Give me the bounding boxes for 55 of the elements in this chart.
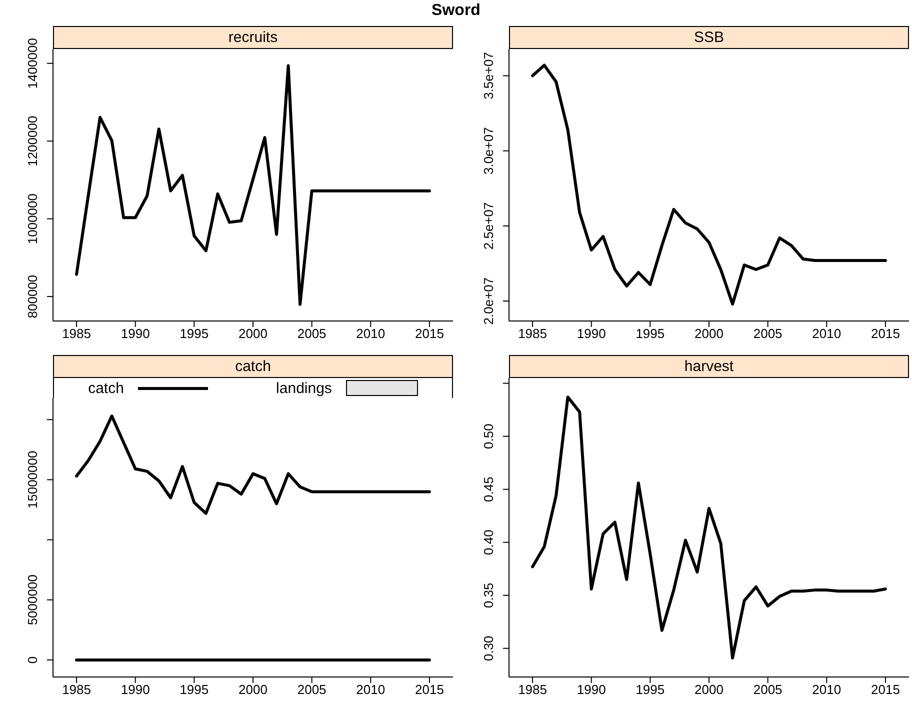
line-series <box>75 414 431 515</box>
x-tick-label: 1985 <box>62 326 91 342</box>
line-series <box>531 396 887 660</box>
x-tick-label: 2005 <box>753 682 782 698</box>
y-tick-label: 0.30 <box>481 636 496 662</box>
text: Sword <box>430 2 482 20</box>
y-tick-label: 3.0e+07 <box>481 127 496 175</box>
x-tick-label: 1995 <box>180 682 209 698</box>
x-tick-label: 2000 <box>238 682 268 698</box>
y-tick-label: 0.45 <box>481 476 496 502</box>
x-tick-label: 1985 <box>518 326 547 342</box>
x-tick-label: 1995 <box>180 326 209 342</box>
x-tick-label: 2010 <box>356 326 386 342</box>
chart-title: recruits <box>53 26 453 49</box>
y-tick-label: 3.5e+07 <box>481 52 496 100</box>
line-series <box>531 64 887 306</box>
x-tick-label: 1990 <box>576 326 606 342</box>
x-tick-label: 2005 <box>297 326 326 342</box>
y-tick-label: 1400000 <box>25 38 40 89</box>
x-tick-label: 2015 <box>415 682 444 698</box>
y-tick-label: 0.35 <box>481 582 496 608</box>
text: landings <box>276 380 332 396</box>
line-series <box>75 64 431 306</box>
x-tick-label: 2000 <box>694 326 724 342</box>
y-tick-label: 0.50 <box>481 424 496 449</box>
legend-label: catch <box>88 380 124 396</box>
x-tick-label: 1995 <box>636 326 665 342</box>
y-tick-label: 15000000 <box>25 450 40 509</box>
x-tick-label: 2005 <box>753 326 782 342</box>
y-tick-label: 0.40 <box>481 530 496 555</box>
x-tick-label: 2010 <box>356 682 386 698</box>
chart-title: harvest <box>509 355 909 378</box>
y-tick-label: 1000000 <box>25 193 40 244</box>
x-tick-label: 1995 <box>636 682 665 698</box>
x-tick-label: 1990 <box>576 682 606 698</box>
x-tick-label: 2000 <box>694 682 724 698</box>
x-tick-label: 2005 <box>297 682 326 698</box>
x-tick-label: 1985 <box>518 682 547 698</box>
chart-title: SSB <box>509 26 909 49</box>
x-tick-label: 2000 <box>238 326 268 342</box>
y-tick-label: 0 <box>25 656 40 664</box>
x-tick-label: 1990 <box>120 326 150 342</box>
chart-title: catch <box>53 355 453 378</box>
x-tick-label: 1990 <box>120 682 150 698</box>
x-tick-label: 2010 <box>812 682 842 698</box>
x-tick-label: 2015 <box>871 682 900 698</box>
y-tick-label: 5000000 <box>25 574 40 626</box>
y-tick-label: 800000 <box>25 274 40 318</box>
x-tick-label: 2010 <box>812 326 842 342</box>
y-tick-label: 2.0e+07 <box>481 277 496 325</box>
x-tick-label: 1985 <box>62 682 91 698</box>
x-tick-label: 2015 <box>871 326 900 342</box>
x-tick-label: 2015 <box>415 326 444 342</box>
y-tick-label: 2.5e+07 <box>481 202 496 250</box>
y-tick-label: 1200000 <box>25 116 40 166</box>
